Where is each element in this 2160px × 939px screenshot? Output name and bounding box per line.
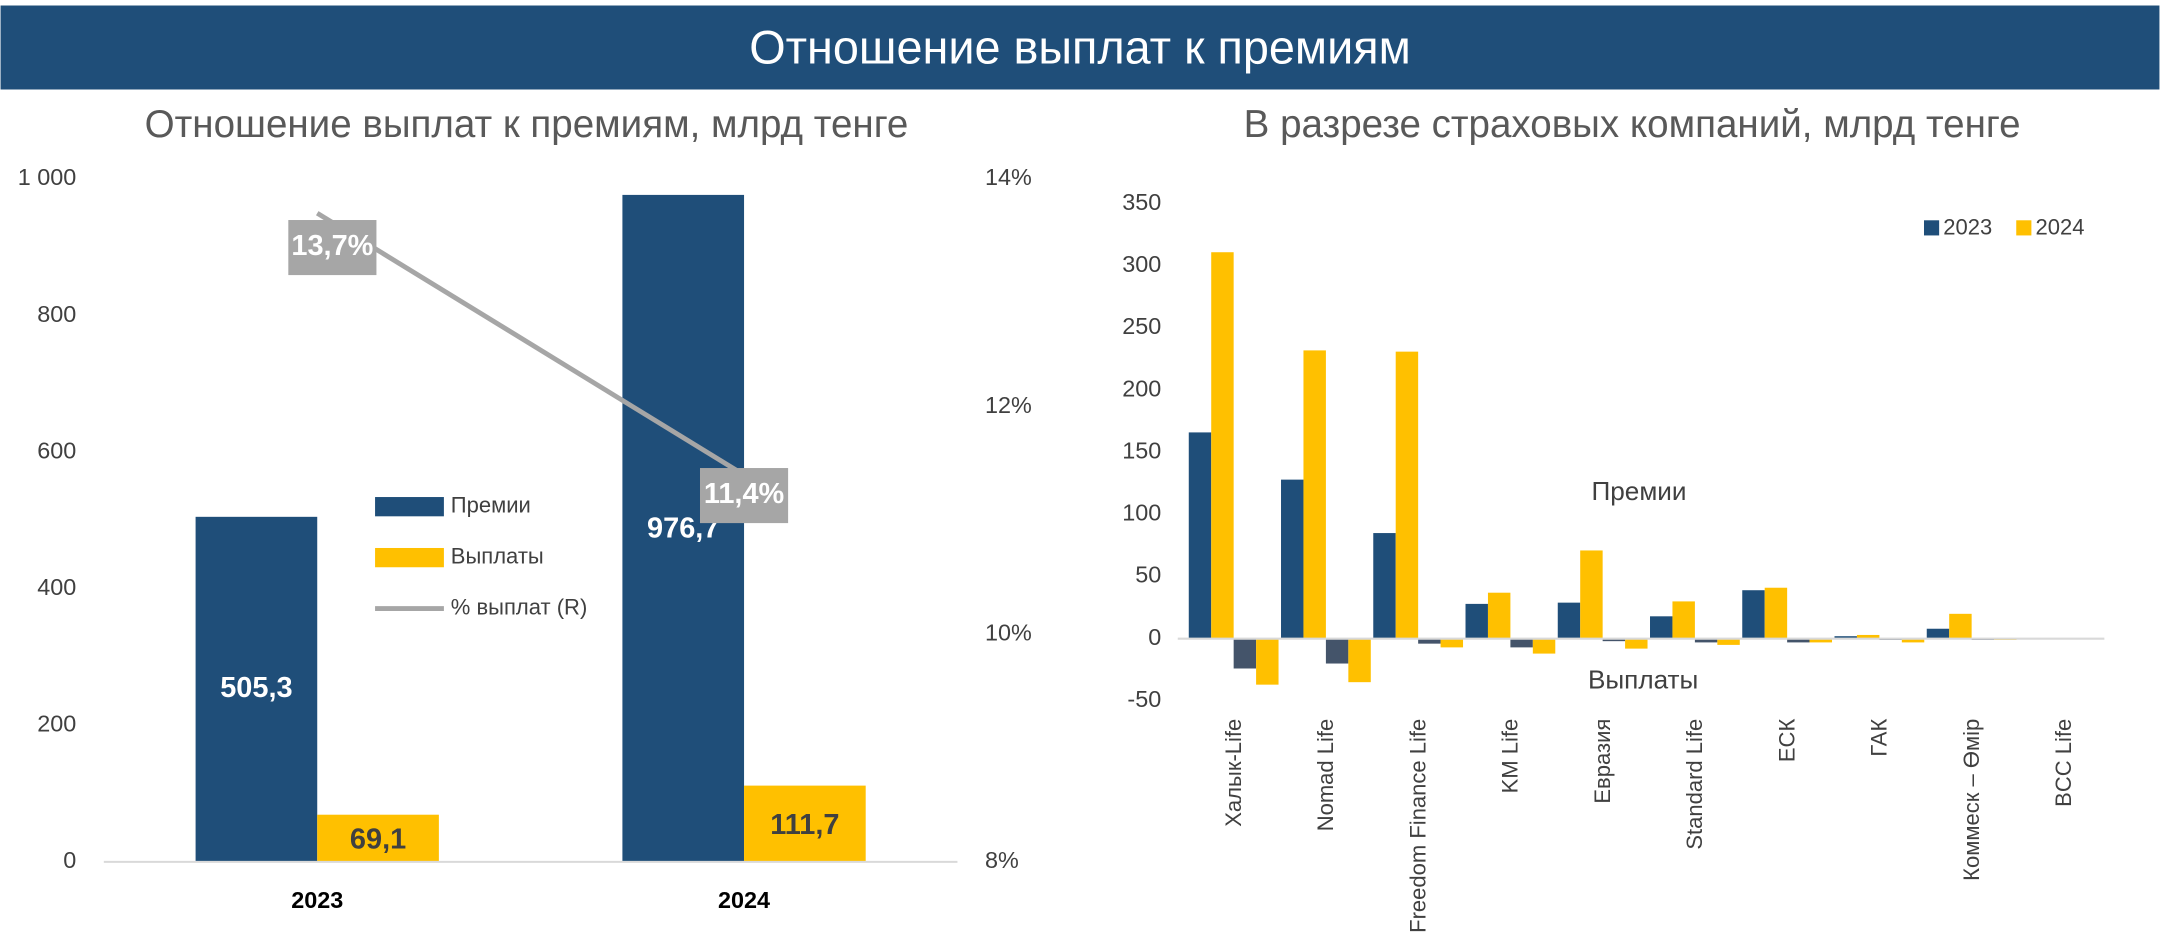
bar: [1787, 638, 1810, 643]
bar: [1580, 550, 1603, 639]
legend-label: % выплат (R): [451, 594, 588, 619]
bar: [1233, 638, 1257, 669]
bar: [1510, 638, 1533, 648]
bar: [1188, 432, 1212, 639]
x-tick-label: ЕСК: [1774, 719, 1799, 763]
y-tick-label: 100: [1122, 500, 1161, 526]
bar: [1949, 613, 1972, 639]
bar: [317, 814, 439, 862]
header-banner: [0, 5, 2160, 90]
bar: [1418, 638, 1441, 644]
y-tick-label: 150: [1122, 437, 1161, 463]
legend-swatch: [375, 497, 444, 517]
label-box: [699, 468, 789, 524]
x-tick-label: BCC Life: [2051, 719, 2076, 807]
y-tick-label: 300: [1122, 251, 1161, 277]
legend-swatch: [2016, 220, 2032, 236]
bar: [1303, 350, 1326, 639]
bar: [1717, 638, 1740, 645]
bar: [1650, 616, 1673, 639]
x-tick-label: Евразия: [1590, 719, 1615, 804]
x-tick-label: Standard Life: [1682, 719, 1707, 850]
x-tick-label: Коммеск – Өмір: [1959, 719, 1984, 881]
bar: [1602, 638, 1626, 642]
x-tick-label: 2024: [718, 887, 770, 913]
legend-label: Премии: [451, 492, 531, 517]
y-tick-label: 200: [37, 711, 76, 737]
y-tick-label: 250: [1122, 313, 1161, 339]
legend-label: 2024: [2036, 214, 2085, 239]
bar: [1465, 603, 1488, 639]
bar: [622, 194, 745, 862]
y2-tick-label: 12%: [985, 392, 1032, 418]
chart-title: В разрезе страховых компаний, млрд тенге: [1244, 103, 2021, 146]
bar: [1281, 479, 1304, 639]
bar: [1532, 638, 1556, 654]
bar: [1694, 638, 1718, 643]
bar: [1856, 634, 1880, 639]
bar: [1256, 638, 1279, 685]
annotation: Выплаты: [1588, 664, 1698, 694]
page-title: Отношение выплат к премиям: [749, 21, 1411, 73]
legend-swatch: [1923, 220, 1940, 236]
bar: [1440, 638, 1464, 648]
bar: [744, 785, 866, 862]
bar: [1557, 602, 1581, 639]
y-tick-label: 800: [37, 301, 76, 327]
chart-title: Отношение выплат к премиям, млрд тенге: [145, 103, 909, 146]
x-tick-label: ГАК: [1867, 719, 1892, 757]
bar: [1901, 638, 1925, 643]
data-label: 11,4%: [704, 478, 784, 510]
y2-tick-label: 8%: [985, 847, 1019, 873]
legend-swatch: [375, 547, 444, 568]
y-tick-label: 200: [1122, 375, 1161, 401]
bar: [1373, 533, 1396, 639]
bar: [1742, 590, 1765, 639]
line-series: [315, 211, 746, 477]
y-tick-label: 400: [37, 574, 76, 600]
bar: [1809, 638, 1833, 643]
data-label: 111,7: [770, 809, 839, 841]
y-tick-label: 600: [37, 437, 76, 463]
bar: [1487, 592, 1511, 639]
data-label: 13,7%: [291, 230, 373, 262]
y-tick-label: 0: [1148, 624, 1161, 650]
legend-label: 2023: [1943, 214, 1992, 239]
data-label: 505,3: [220, 672, 292, 704]
y-tick-label: -50: [1127, 686, 1161, 712]
bar: [1672, 601, 1695, 639]
bar: [195, 516, 318, 862]
y-tick-label: 350: [1122, 189, 1161, 215]
y-tick-label: 1 000: [18, 164, 77, 190]
bar: [1764, 587, 1788, 639]
annotation: Премии: [1591, 476, 1686, 506]
bar: [1926, 628, 1950, 639]
bar: [1348, 638, 1371, 683]
legend-label: Выплаты: [451, 543, 544, 568]
bar: [1625, 638, 1648, 649]
y-tick-label: 50: [1135, 562, 1161, 588]
x-tick-label: Халык-Life: [1221, 719, 1246, 827]
x-tick-label: KM Life: [1498, 719, 1523, 794]
bar: [1395, 351, 1419, 639]
x-tick-label: 2023: [291, 887, 343, 913]
y-tick-label: 0: [63, 847, 76, 873]
x-tick-label: Freedom Finance Life: [1405, 719, 1430, 933]
label-box: [288, 220, 377, 276]
y2-tick-label: 14%: [985, 164, 1032, 190]
bar: [1834, 636, 1857, 639]
bar: [1325, 638, 1349, 664]
x-tick-label: Nomad Life: [1313, 719, 1338, 832]
y2-tick-label: 10%: [985, 619, 1032, 645]
bar: [1211, 252, 1234, 639]
data-label: 69,1: [350, 824, 406, 856]
